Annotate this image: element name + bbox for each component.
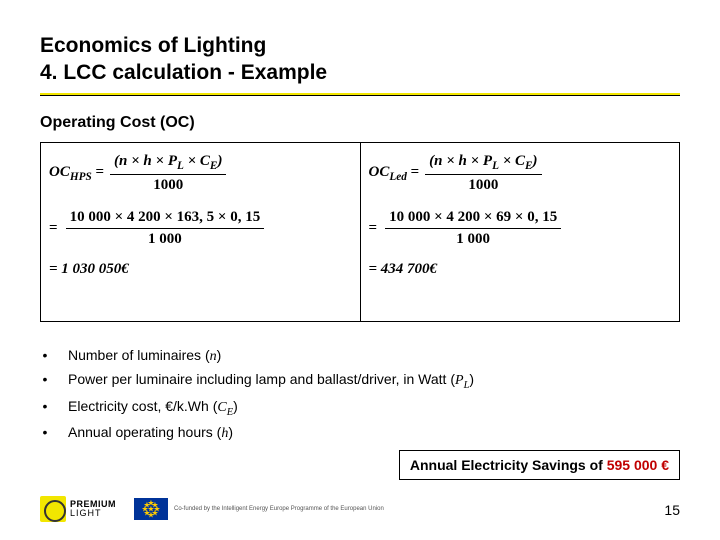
- list-item: • Electricity cost, €/k.Wh (CE): [40, 395, 680, 422]
- lhs-symbol: OC: [369, 164, 390, 180]
- eu-logo: Co-funded by the Intelligent Energy Euro…: [134, 498, 384, 520]
- lhs-sub: HPS: [70, 171, 92, 183]
- list-item: • Number of luminaires (n): [40, 344, 680, 368]
- formula-led: OCLed = (n × h × PL × CE) 1000 = 10 000 …: [361, 143, 680, 321]
- title-line-2: 4. LCC calculation - Example: [40, 59, 680, 86]
- eu-funding-text: Co-funded by the Intelligent Energy Euro…: [174, 506, 384, 513]
- savings-callout: Annual Electricity Savings of 595 000 €: [399, 450, 680, 480]
- footer-logos: PREMIUM LIGHT Co-funded by the Intellige…: [40, 496, 384, 522]
- section-subhead: Operating Cost (OC): [40, 114, 680, 132]
- formula-grid: OCHPS = (n × h × PL × CE) 1000 = 10 000 …: [40, 142, 680, 322]
- list-item: • Power per luminaire including lamp and…: [40, 368, 680, 395]
- premium-light-logo: PREMIUM LIGHT: [40, 496, 116, 522]
- oc-general-fraction: (n × h × PL × CE) 1000: [425, 153, 541, 194]
- oc-general-fraction: (n × h × PL × CE) 1000: [110, 153, 226, 194]
- oc-result: = 1 030 050€: [49, 261, 352, 278]
- slide-title: Economics of Lighting 4. LCC calculation…: [40, 32, 680, 87]
- formula-hps: OCHPS = (n × h × PL × CE) 1000 = 10 000 …: [41, 143, 361, 321]
- list-item: • Annual operating hours (h): [40, 421, 680, 445]
- oc-numeric-fraction: 10 000 × 4 200 × 69 × 0, 15 1 000: [385, 209, 561, 247]
- callout-amount: 595 000 €: [607, 457, 669, 473]
- page-number: 15: [664, 502, 680, 518]
- variable-definitions: • Number of luminaires (n) • Power per l…: [40, 344, 680, 446]
- title-line-1: Economics of Lighting: [40, 32, 680, 59]
- oc-numeric-fraction: 10 000 × 4 200 × 163, 5 × 0, 15 1 000: [66, 209, 265, 247]
- lhs-symbol: OC: [49, 164, 70, 180]
- lhs-sub: Led: [389, 171, 407, 183]
- callout-prefix: Annual Electricity Savings of: [410, 457, 607, 473]
- oc-result: = 434 700€: [369, 261, 672, 278]
- eu-flag-icon: [134, 498, 168, 520]
- bulb-icon: [40, 496, 66, 522]
- title-rule: [40, 93, 680, 96]
